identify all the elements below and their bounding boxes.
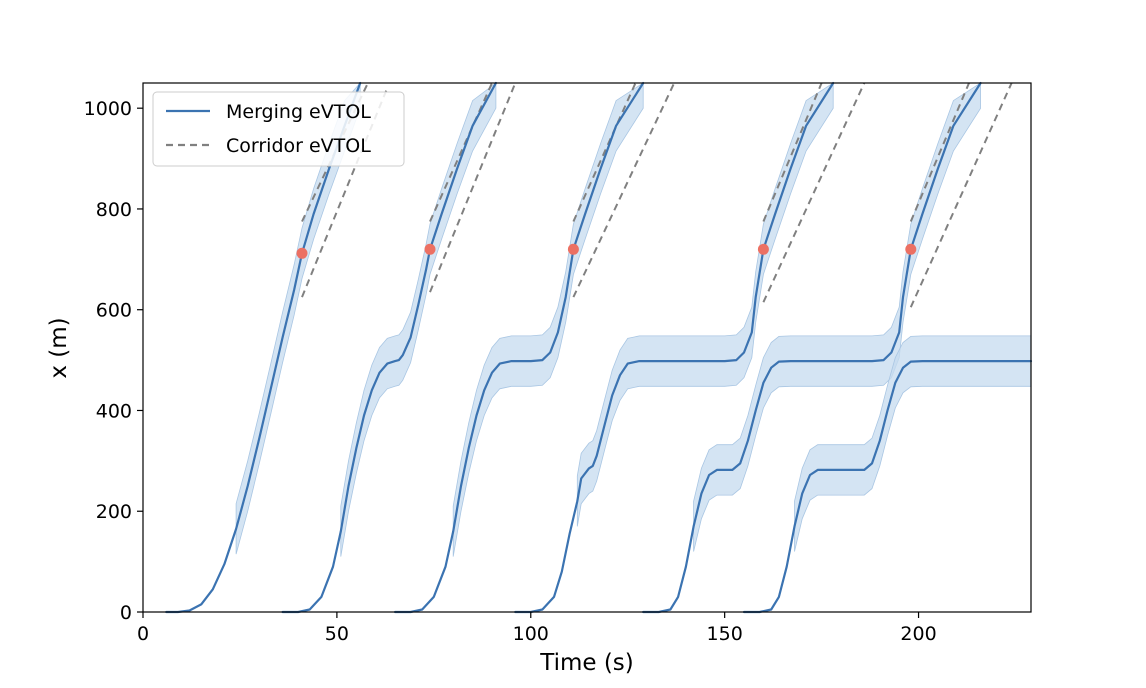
merging-line-1 (165, 81, 362, 614)
merge-point-1 (296, 247, 308, 259)
corridor-line-2 (301, 87, 389, 298)
x-axis-label: Time (s) (539, 650, 634, 676)
merge-point-5 (905, 243, 917, 255)
merging-line-2 (281, 81, 497, 614)
y-tick-label: 0 (120, 602, 132, 624)
merging-line-6 (742, 360, 1033, 614)
y-tick-label: 600 (96, 300, 132, 322)
merging-line-5 (642, 81, 982, 614)
corridor-line-6 (572, 82, 676, 298)
merging-line-3 (394, 81, 645, 614)
x-tick-label: 200 (900, 623, 936, 645)
corridor-lines (301, 82, 1013, 308)
corridor-line-5 (572, 82, 637, 222)
corridor-line-7 (762, 82, 823, 222)
y-tick-label: 400 (96, 400, 132, 422)
x-tick-label: 50 (325, 623, 349, 645)
legend: Merging eVTOL Corridor eVTOL (152, 91, 405, 167)
merging-lines (165, 81, 1033, 614)
legend-box (152, 91, 405, 167)
merge-point-4 (757, 243, 769, 255)
corridor-line-9 (909, 82, 970, 222)
x-tick-label: 0 (137, 623, 149, 645)
merge-point-3 (567, 243, 579, 255)
merge-points (296, 243, 917, 259)
corridor-line-10 (909, 82, 1013, 308)
x-tick-label: 100 (513, 623, 549, 645)
corridor-line-4 (429, 82, 517, 293)
y-axis-label: x (m) (46, 317, 72, 378)
legend-label-corridor: Corridor eVTOL (226, 135, 371, 157)
plot-frame (142, 82, 1032, 613)
y-tick-label: 200 (96, 501, 132, 523)
x-tick-label: 150 (707, 623, 743, 645)
y-tick-label: 800 (96, 199, 132, 221)
corridor-line-3 (429, 82, 493, 222)
y-tick-label: 1000 (84, 98, 132, 120)
merge-point-2 (424, 243, 436, 255)
merging-line-4 (514, 81, 835, 614)
legend-label-merging: Merging eVTOL (226, 101, 371, 123)
axis-ticks: 0 50 100 150 200 0 200 400 600 800 1000 (84, 98, 937, 645)
corridor-line-8 (762, 82, 866, 303)
uncertainty-band-2 (340, 82, 497, 557)
uncertainty-band-3 (452, 82, 644, 557)
uncertainty-band-4 (576, 82, 834, 527)
